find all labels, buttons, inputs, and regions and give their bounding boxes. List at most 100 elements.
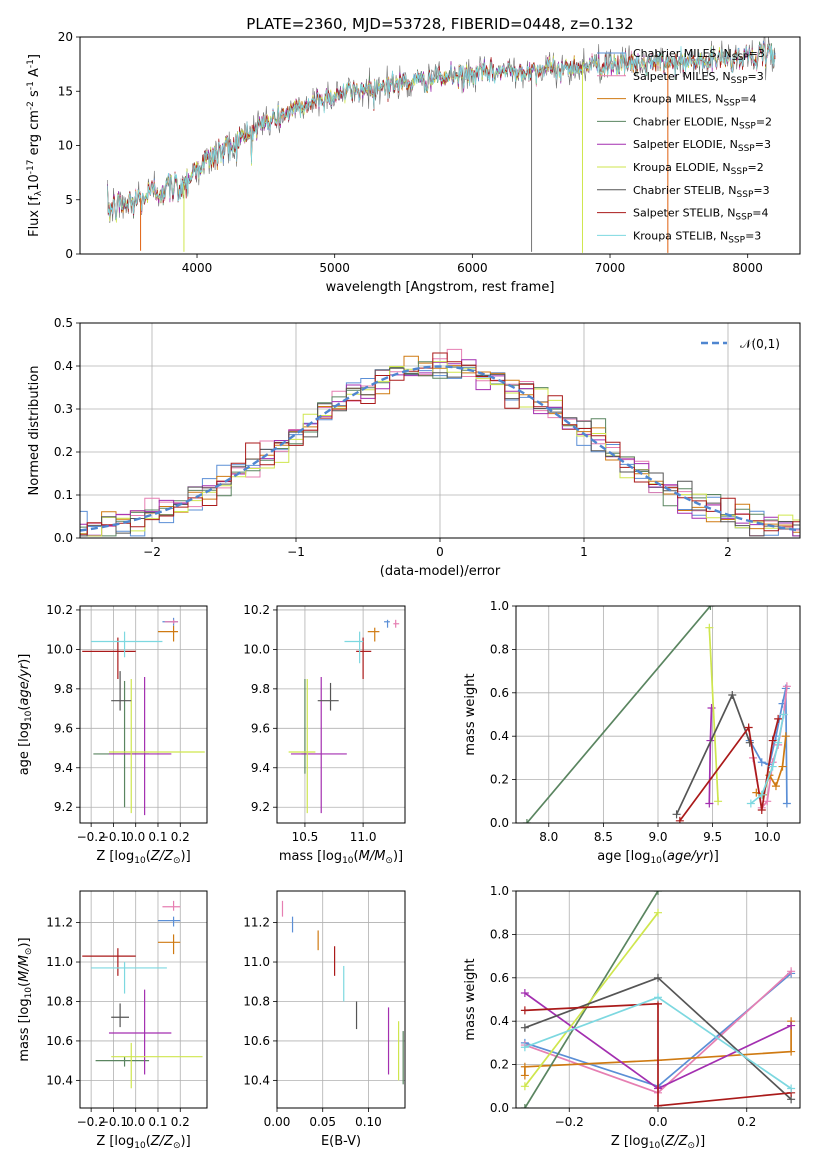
panel-ebv_vs_mass: 0.00 0.05 0.10 10.4 10.6 10.8 11.0 11.2 E(B-V)	[243, 890, 406, 1149]
series-marker	[520, 1023, 529, 1032]
figure-title: PLATE=2360, MJD=53728, FIBERID=0448, z=0…	[246, 15, 633, 33]
x-tick-label: 8000	[732, 261, 763, 275]
errorbar-point-1	[162, 900, 181, 911]
x-tick-label: −0.2	[77, 1115, 106, 1129]
x-tick-label: 0.1	[148, 1115, 167, 1129]
series-marker	[745, 738, 754, 747]
errorbar-point-3	[95, 1056, 150, 1067]
y-tick-label: 0.8	[490, 642, 509, 656]
legend-label-4: Salpeter ELODIE, NSSP=3	[633, 138, 771, 154]
x-tick-label: 0.0	[648, 1115, 667, 1129]
y-tick-label: 10.2	[46, 603, 73, 617]
x-tick-label: 0.1	[148, 830, 167, 844]
x-tick-label: 0.2	[171, 830, 190, 844]
y-tick-label: 0.0	[54, 531, 73, 545]
panel-age_vs_massweight: 8.0 8.5 9.0 9.5 10.0 0.0 0.2 0.4 0.6 0.8 1.0 age [l…	[463, 599, 801, 866]
errorbar-point-5	[111, 1042, 203, 1089]
series-marker	[779, 710, 788, 719]
x-tick-label: 2	[724, 545, 732, 559]
y-tick-label: 20	[58, 30, 73, 44]
y-tick-label: 10.8	[46, 994, 73, 1008]
y-tick-label: 9.8	[54, 682, 73, 696]
y-axis-label: Normed distribution	[27, 366, 42, 496]
model-spectrum-8	[107, 43, 776, 220]
y-tick-label: 1.0	[490, 599, 509, 613]
y-tick-label: 0.0	[490, 816, 509, 830]
errorbar-point-6	[111, 671, 132, 711]
x-tick-label: 9.0	[648, 830, 667, 844]
plot-area	[522, 606, 791, 823]
plot-area	[520, 891, 796, 1108]
y-axis-label: mass weight	[463, 958, 478, 1040]
legend-label-3: Chabrier ELODIE, NSSP=2	[633, 115, 772, 131]
errorbar-point-5	[288, 678, 316, 814]
x-tick-label: 0.05	[309, 1115, 336, 1129]
y-tick-label: 10.6	[46, 1034, 73, 1048]
mass-weight-series-5	[708, 627, 719, 802]
series-marker	[520, 1082, 529, 1091]
series-marker	[728, 690, 737, 699]
y-tick-label: 10.0	[46, 642, 73, 656]
y-tick-label: 9.4	[54, 761, 73, 775]
x-tick-label: 8.0	[539, 830, 558, 844]
plot-area	[281, 900, 404, 1085]
x-tick-label: 0	[436, 545, 444, 559]
errorbar-point-2	[157, 934, 181, 955]
y-tick-label: 10.4	[46, 1073, 73, 1087]
panel-mass_vs_age: 10.5 11.0 9.2 9.4 9.6 9.8 10.0 10.2 mass [log10(…	[243, 603, 406, 866]
y-tick-label: 15	[58, 84, 73, 98]
series-marker	[705, 799, 714, 808]
residual-histogram-7	[80, 352, 800, 535]
x-tick-label: 5000	[319, 261, 350, 275]
x-tick-label: −0.1	[99, 830, 128, 844]
y-tick-label: 10.2	[243, 603, 270, 617]
x-tick-label: 0.2	[171, 1115, 190, 1129]
y-tick-label: 9.8	[251, 682, 270, 696]
axes-frame	[515, 605, 801, 824]
series-marker	[654, 908, 662, 917]
y-axis-label: age [log10(age/yr)]	[17, 654, 34, 776]
errorbar-point-8	[91, 631, 163, 658]
series-marker	[520, 1006, 529, 1015]
errorbar-point-6	[317, 682, 339, 711]
errorbar-point-1	[393, 619, 400, 628]
series-marker	[705, 623, 714, 632]
errorbar-point-8	[344, 631, 364, 664]
y-tick-label: 0.4	[490, 729, 509, 743]
histogram-legend: 𝒩(0,1)	[701, 337, 780, 351]
series-marker	[768, 762, 777, 771]
series-marker	[763, 797, 772, 806]
y-tick-label: 9.6	[251, 721, 270, 735]
series-marker	[757, 805, 766, 814]
x-axis-label: Z [log10(Z/Z⊙)]	[611, 1134, 705, 1151]
mass-weight-series-7	[524, 1002, 792, 1107]
series-marker	[782, 799, 791, 808]
y-tick-label: 9.2	[251, 800, 270, 814]
series-marker	[714, 797, 723, 806]
y-tick-label: 9.4	[251, 761, 270, 775]
errorbar-point-2	[367, 627, 380, 642]
y-tick-label: 9.6	[54, 721, 73, 735]
series-marker	[774, 714, 783, 723]
panel-Z_vs_massweight: −0.2 0.0 0.2 0.0 0.2 0.4 0.6 0.8 1.0 Z [log10(Z/Z…	[463, 884, 801, 1151]
y-tick-label: 10.6	[243, 1034, 270, 1048]
x-tick-label: 9.5	[703, 830, 722, 844]
plot-area	[288, 619, 400, 814]
plot-area	[80, 348, 800, 537]
y-tick-label: 1.0	[490, 884, 509, 898]
x-tick-label: 1	[580, 545, 588, 559]
y-tick-label: 11.2	[46, 916, 73, 930]
legend-label-6: Chabrier STELIB, NSSP=3	[633, 184, 770, 200]
legend-label-7: Salpeter STELIB, NSSP=4	[633, 207, 769, 223]
legend-label-1: Salpeter MILES, NSSP=3	[633, 70, 764, 86]
y-tick-label: 0.2	[490, 1058, 509, 1072]
errorbar-point-2	[157, 625, 179, 642]
y-tick-label: 10.8	[243, 994, 270, 1008]
x-tick-label: 0.2	[737, 1115, 756, 1129]
errorbar-point-0	[384, 619, 390, 628]
residual-histogram-6	[80, 364, 800, 537]
x-axis-label: mass [log10(M/M⊙)]	[279, 849, 403, 866]
series-marker	[757, 758, 766, 767]
y-tick-label: 0.6	[490, 686, 509, 700]
